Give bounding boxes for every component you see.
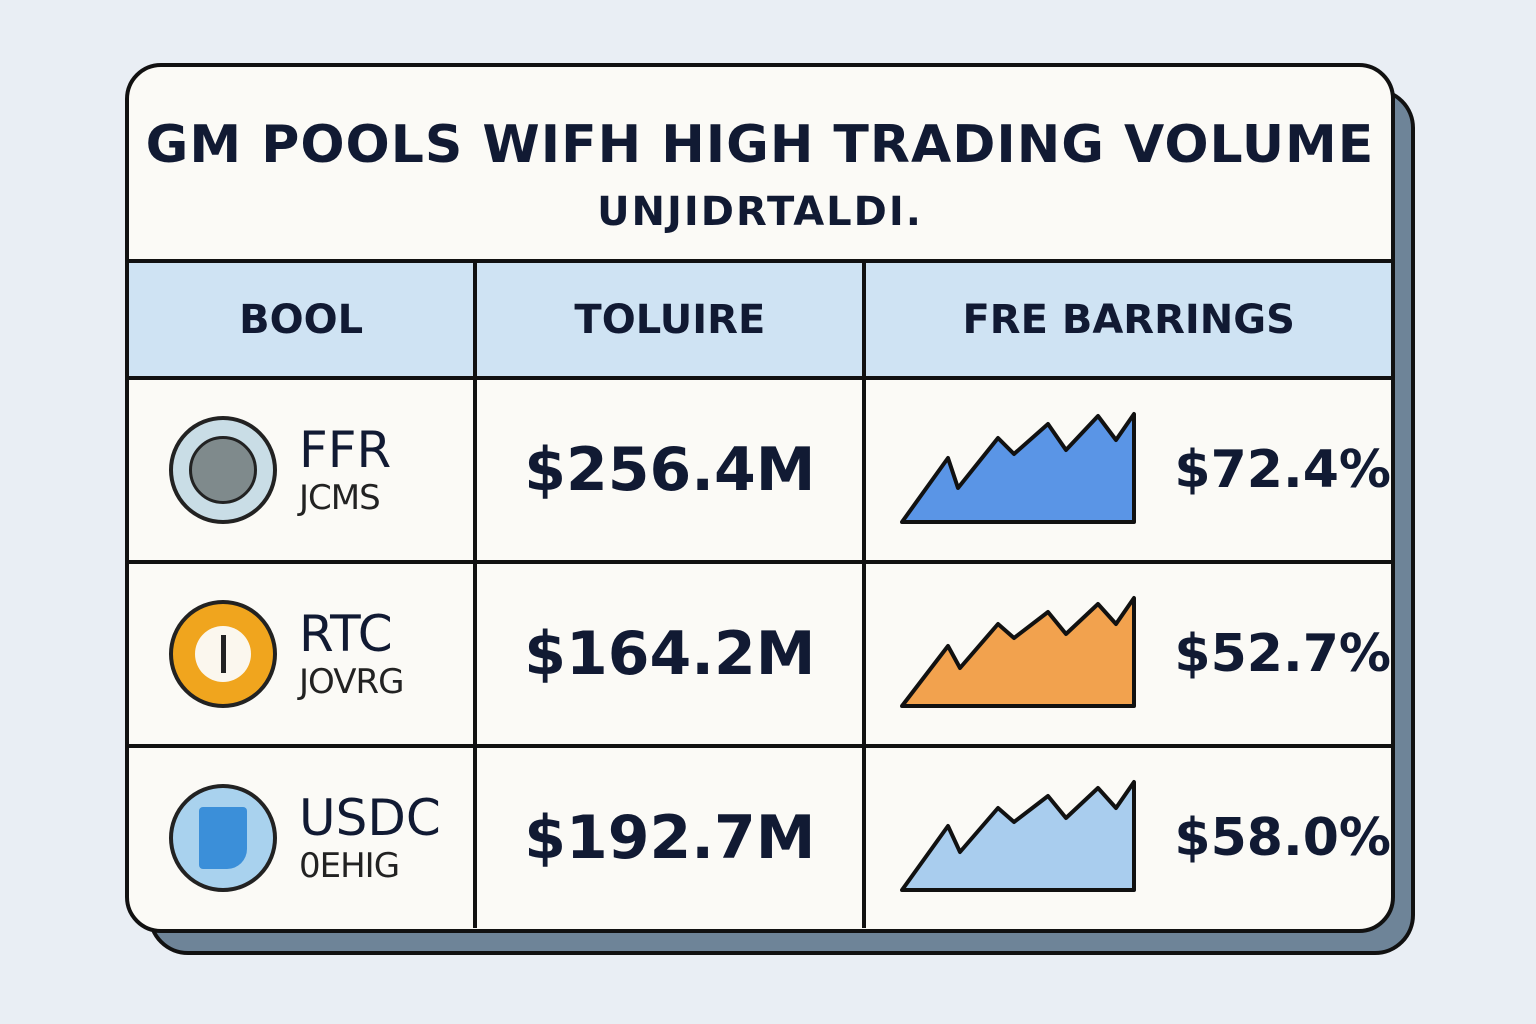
- column-header-volume: TOLUIRE: [473, 259, 867, 380]
- pool-volume: $164.2M: [473, 560, 867, 748]
- sparkline-chart: [900, 780, 1137, 892]
- sparkline-chart: [900, 596, 1137, 708]
- pool-volume: $192.7M: [473, 744, 867, 928]
- table-header: BOOL TOLUIRE FRE BARRINGS: [129, 259, 1391, 380]
- pool-volume: $256.4M: [473, 376, 867, 564]
- pool-subtitle: JCMS: [299, 478, 381, 518]
- pools-card: GM POOLS WIFH HIGH TRADING VOLUME UNJIDR…: [125, 63, 1395, 933]
- column-header-earnings: FRE BARRINGS: [862, 259, 1391, 380]
- sparkline-chart: [900, 412, 1137, 524]
- card-subtitle: UNJIDRTALDI.: [597, 189, 923, 235]
- pool-subtitle: JOVRG: [299, 662, 404, 702]
- table-row[interactable]: RTC JOVRG $164.2M $52.7%: [129, 560, 1391, 748]
- pool-earnings: $52.7%: [1174, 624, 1391, 684]
- pool-earnings: $72.4%: [1174, 440, 1391, 500]
- pools-table: BOOL TOLUIRE FRE BARRINGS FFR JCMS $256.4…: [129, 259, 1391, 928]
- table-row[interactable]: USDC 0EHIG $192.7M $58.0%: [129, 744, 1391, 928]
- card-title: GM POOLS WIFH HIGH TRADING VOLUME: [145, 115, 1375, 175]
- coin-icon: [169, 416, 277, 524]
- coin-icon: [169, 784, 277, 892]
- pool-subtitle: 0EHIG: [299, 846, 400, 886]
- table-row[interactable]: FFR JCMS $256.4M $72.4%: [129, 376, 1391, 564]
- pool-symbol: FFR: [299, 421, 392, 479]
- coin-icon: [169, 600, 277, 708]
- pool-symbol: USDC: [299, 789, 441, 847]
- pool-symbol: RTC: [299, 605, 393, 663]
- column-header-pool: BOOL: [129, 259, 478, 380]
- pool-earnings: $58.0%: [1174, 808, 1391, 868]
